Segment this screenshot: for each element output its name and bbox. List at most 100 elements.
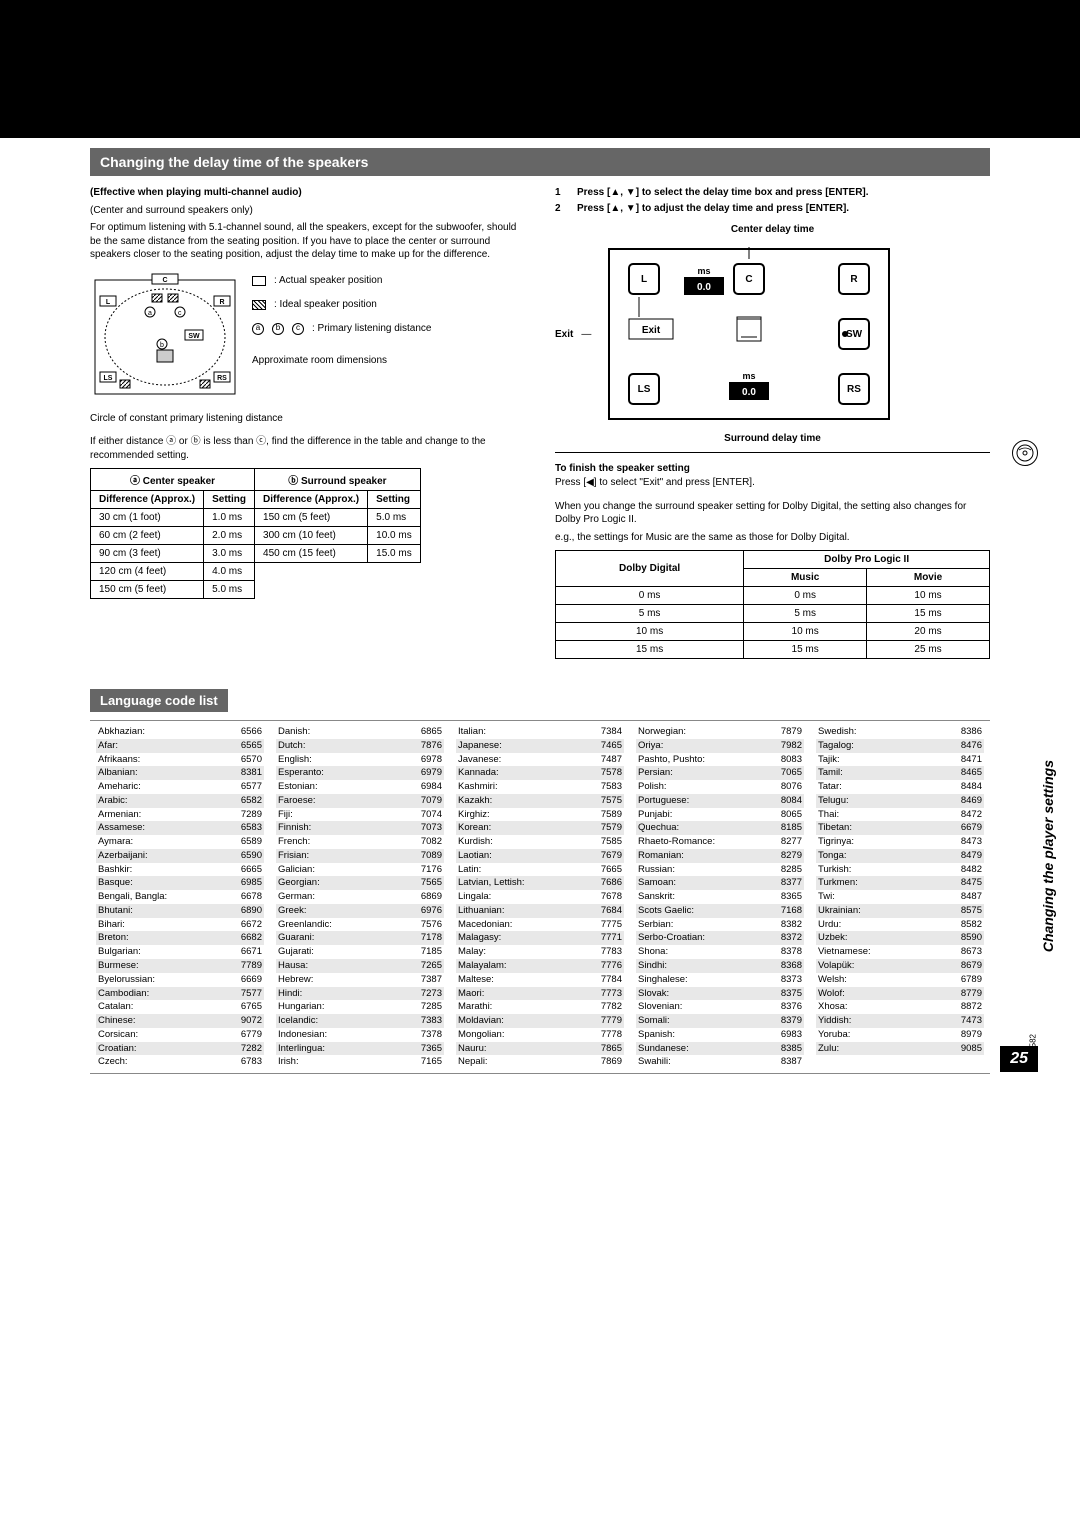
language-name: Bulgarian: xyxy=(98,945,141,959)
language-row: Afar:6565 xyxy=(96,739,264,753)
language-name: Pashto, Pushto: xyxy=(638,753,705,767)
language-code: 7869 xyxy=(601,1055,622,1069)
table-cell: 10 ms xyxy=(556,623,744,641)
language-name: French: xyxy=(278,835,310,849)
language-code: 6984 xyxy=(421,780,442,794)
language-name: Guarani: xyxy=(278,931,314,945)
language-row: Persian:7065 xyxy=(636,766,804,780)
language-code: 8277 xyxy=(781,835,802,849)
language-row: Bulgarian:6671 xyxy=(96,945,264,959)
language-row: Italian:7384 xyxy=(456,725,624,739)
svg-text:C: C xyxy=(746,274,753,285)
language-section-title: Language code list xyxy=(90,689,228,712)
th-diff-1: Difference (Approx.) xyxy=(91,491,204,509)
language-code: 6869 xyxy=(421,890,442,904)
language-code: 7384 xyxy=(601,725,622,739)
language-row: Turkish:8482 xyxy=(816,863,984,877)
language-name: Tibetan: xyxy=(818,821,852,835)
th-diff-2: Difference (Approx.) xyxy=(255,491,368,509)
svg-text:0.0: 0.0 xyxy=(742,387,756,398)
language-name: Korean: xyxy=(458,821,491,835)
language-name: Azerbaijani: xyxy=(98,849,148,863)
language-code: 8376 xyxy=(781,1000,802,1014)
language-name: Wolof: xyxy=(818,987,845,1001)
language-row: Wolof:8779 xyxy=(816,987,984,1001)
svg-text:R: R xyxy=(851,274,859,285)
language-name: Danish: xyxy=(278,725,310,739)
language-row: Croatian:7282 xyxy=(96,1042,264,1056)
language-code: 7473 xyxy=(961,1014,982,1028)
disc-icon xyxy=(1012,440,1038,466)
legend-actual: : Actual speaker position xyxy=(274,272,382,290)
language-code: 7089 xyxy=(421,849,442,863)
language-code: 7773 xyxy=(601,987,622,1001)
language-row: Quechua:8185 xyxy=(636,821,804,835)
th-dolby-digital: Dolby Digital xyxy=(556,551,744,587)
language-code: 7776 xyxy=(601,959,622,973)
language-code: 7679 xyxy=(601,849,622,863)
language-row: Zulu:9085 xyxy=(816,1042,984,1056)
language-row: Portuguese:8084 xyxy=(636,794,804,808)
svg-text:Exit: Exit xyxy=(642,325,661,336)
language-name: Lingala: xyxy=(458,890,491,904)
language-row: Urdu:8582 xyxy=(816,918,984,932)
language-row: Macedonian:7775 xyxy=(456,918,624,932)
th-center-speaker: ⓐ Center speaker xyxy=(91,469,255,491)
language-name: Macedonian: xyxy=(458,918,512,932)
language-code: 6865 xyxy=(421,725,442,739)
language-code: 7579 xyxy=(601,821,622,835)
table-cell: 1.0 ms xyxy=(204,509,255,527)
language-row: Hebrew:7387 xyxy=(276,973,444,987)
language-row: Chinese:9072 xyxy=(96,1014,264,1028)
language-code: 7365 xyxy=(421,1042,442,1056)
language-code: 7282 xyxy=(241,1042,262,1056)
language-row: Estonian:6984 xyxy=(276,780,444,794)
language-code: 8381 xyxy=(241,766,262,780)
language-name: Nepali: xyxy=(458,1055,488,1069)
language-name: Byelorussian: xyxy=(98,973,155,987)
language-code: 8479 xyxy=(961,849,982,863)
language-row: Nauru:7865 xyxy=(456,1042,624,1056)
language-code: 8375 xyxy=(781,987,802,1001)
language-row: Malagasy:7771 xyxy=(456,931,624,945)
language-name: Hungarian: xyxy=(278,1000,324,1014)
language-name: Finnish: xyxy=(278,821,311,835)
center-surround-table: ⓐ Center speaker ⓑ Surround speaker Diff… xyxy=(90,468,421,599)
language-code: 7565 xyxy=(421,876,442,890)
language-name: Malayalam: xyxy=(458,959,507,973)
language-code: 8575 xyxy=(961,904,982,918)
language-name: Esperanto: xyxy=(278,766,324,780)
language-name: Sanskrit: xyxy=(638,890,675,904)
language-code: 7782 xyxy=(601,1000,622,1014)
language-row: Latin:7665 xyxy=(456,863,624,877)
language-code: 6589 xyxy=(241,835,262,849)
language-code: 7176 xyxy=(421,863,442,877)
language-code: 7576 xyxy=(421,918,442,932)
language-name: Turkmen: xyxy=(818,876,858,890)
language-row: Scots Gaelic:7168 xyxy=(636,904,804,918)
table-cell: 120 cm (4 feet) xyxy=(91,563,204,581)
language-code: 6669 xyxy=(241,973,262,987)
language-code: 8379 xyxy=(781,1014,802,1028)
language-name: German: xyxy=(278,890,315,904)
language-code: 8365 xyxy=(781,890,802,904)
language-row: Romanian:8279 xyxy=(636,849,804,863)
language-row: Czech:6783 xyxy=(96,1055,264,1069)
language-row: Bihari:6672 xyxy=(96,918,264,932)
page-number: 25 xyxy=(1000,1046,1038,1072)
language-name: Tamil: xyxy=(818,766,843,780)
language-code: 7082 xyxy=(421,835,442,849)
language-row: Oriya:7982 xyxy=(636,739,804,753)
language-row: Kurdish:7585 xyxy=(456,835,624,849)
language-code: 6566 xyxy=(241,725,262,739)
language-name: Xhosa: xyxy=(818,1000,848,1014)
svg-text:LS: LS xyxy=(104,375,113,382)
language-name: Interlingua: xyxy=(278,1042,325,1056)
language-row: Uzbek:8590 xyxy=(816,931,984,945)
language-row: Ukrainian:8575 xyxy=(816,904,984,918)
eg-note: e.g., the settings for Music are the sam… xyxy=(555,531,990,545)
language-code: 8472 xyxy=(961,808,982,822)
table-cell: 30 cm (1 foot) xyxy=(91,509,204,527)
intro-paragraph: For optimum listening with 5.1-channel s… xyxy=(90,221,525,262)
language-code: 6577 xyxy=(241,780,262,794)
